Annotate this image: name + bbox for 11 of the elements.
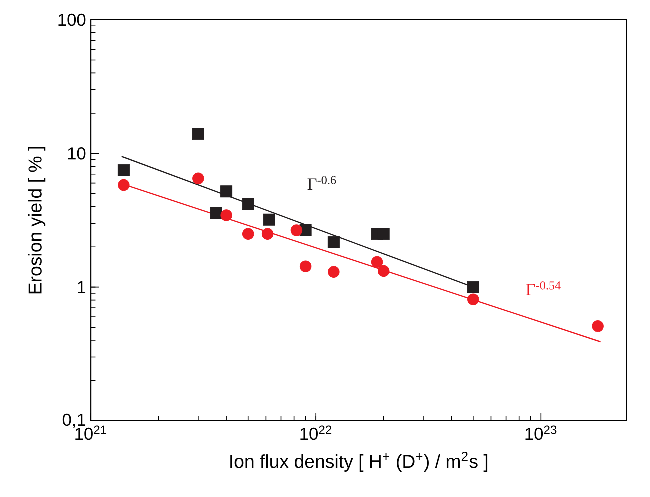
y-tick-label: 10 [68, 148, 86, 160]
y-axis-title: Erosion yield [ % ] [28, 147, 46, 294]
y-tick-label: 1 [78, 281, 86, 294]
x-axis-title: Ion flux density [ H$^{+}$ (D$^{+}$) / m$^{2}$s ] [230, 452, 488, 472]
x-tick-label: 10$^{23}$ [526, 426, 557, 440]
annotation: Γ$^{-0.6}$ [308, 176, 336, 190]
y-tick-label: 0,1 [62, 414, 86, 428]
y-tick-label: 100 [58, 14, 86, 26]
x-tick-label: 10$^{22}$ [300, 426, 332, 440]
x-tick-label: 10$^{21}$ [76, 426, 107, 440]
annotation: Γ$^{-0.54}$ [526, 282, 561, 296]
